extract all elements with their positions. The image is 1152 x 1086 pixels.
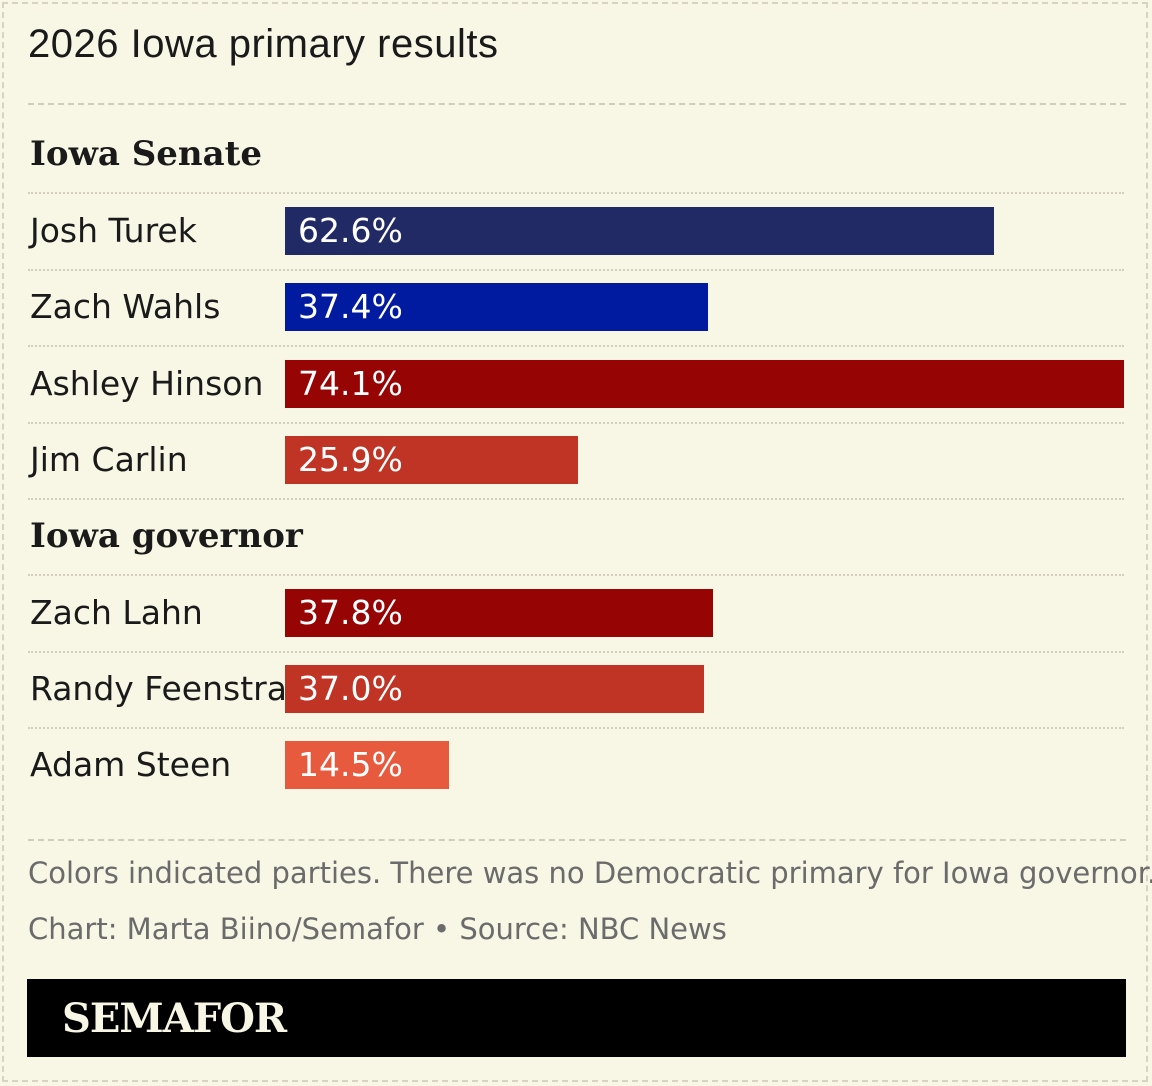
notes-divider <box>28 839 1126 841</box>
row-divider <box>28 269 1124 271</box>
bar-row: Randy Feenstra 37.0% <box>0 664 1152 714</box>
row-divider <box>28 422 1124 424</box>
bar <box>285 283 708 331</box>
bar <box>285 741 449 789</box>
bar-row: Jim Carlin 25.9% <box>0 435 1152 485</box>
bar <box>285 207 994 255</box>
bar-row: Zach Lahn 37.8% <box>0 588 1152 638</box>
candidate-name: Adam Steen <box>30 745 232 784</box>
bar <box>285 665 704 713</box>
title-divider <box>28 103 1126 105</box>
row-divider <box>28 192 1124 194</box>
bar <box>285 360 1124 408</box>
candidate-name: Jim Carlin <box>30 440 188 479</box>
bar-value-label: 25.9% <box>298 440 403 479</box>
row-divider <box>28 498 1124 500</box>
row-divider <box>28 574 1124 576</box>
bar-value-label: 37.4% <box>298 287 403 326</box>
bar-value-label: 74.1% <box>298 364 403 403</box>
bar <box>285 436 578 484</box>
chart-note: Colors indicated parties. There was no D… <box>28 856 1152 890</box>
bar-row: Adam Steen 14.5% <box>0 740 1152 790</box>
row-divider <box>28 345 1124 347</box>
bar-value-label: 37.8% <box>298 593 403 632</box>
bar-value-label: 62.6% <box>298 211 403 250</box>
candidate-name: Zach Wahls <box>30 287 221 326</box>
bar-row: Ashley Hinson 74.1% <box>0 359 1152 409</box>
chart-title: 2026 Iowa primary results <box>28 22 499 66</box>
row-divider <box>28 651 1124 653</box>
row-divider <box>28 727 1124 729</box>
bar <box>285 589 713 637</box>
brand-bar: SEMAFOR <box>27 979 1126 1057</box>
candidate-name: Randy Feenstra <box>30 669 287 708</box>
section-heading: Iowa governor <box>30 516 303 556</box>
section-heading: Iowa Senate <box>30 134 262 174</box>
chart-credit: Chart: Marta Biino/Semafor • Source: NBC… <box>28 912 727 946</box>
semafor-logo: SEMAFOR <box>62 995 287 1042</box>
candidate-name: Josh Turek <box>30 211 197 250</box>
bar-row: Josh Turek 62.6% <box>0 206 1152 256</box>
bar-value-label: 14.5% <box>298 745 403 784</box>
bar-value-label: 37.0% <box>298 669 403 708</box>
candidate-name: Ashley Hinson <box>30 364 264 403</box>
candidate-name: Zach Lahn <box>30 593 203 632</box>
bar-row: Zach Wahls 37.4% <box>0 282 1152 332</box>
